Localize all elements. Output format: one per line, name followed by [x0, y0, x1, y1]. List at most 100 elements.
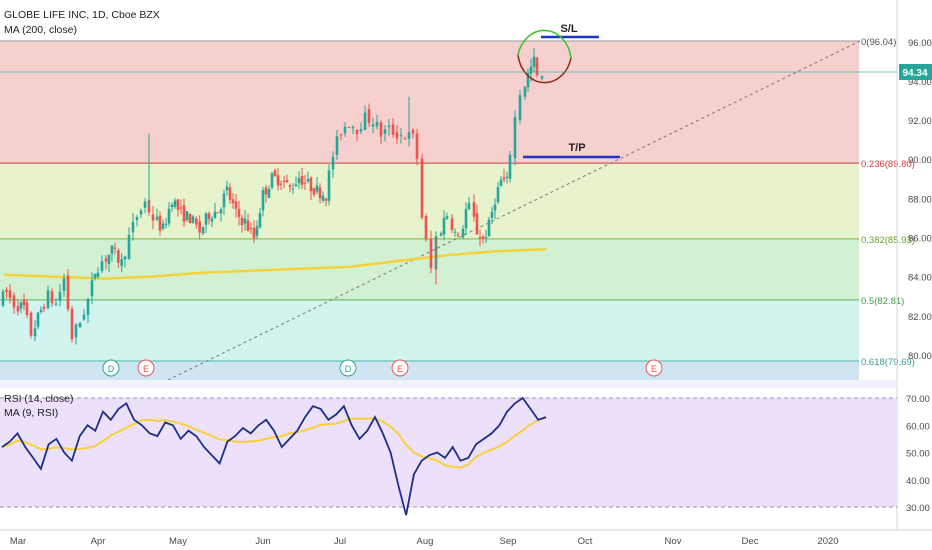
candle-body	[33, 328, 37, 337]
rsi-line	[1, 396, 547, 516]
rsi-axis[interactable]: 30.00 40.00 50.00 60.00 70.00	[906, 394, 930, 514]
dividend-marker[interactable]	[339, 359, 357, 377]
candle-body	[415, 133, 419, 159]
fib-label: 0.618(79.69)	[861, 357, 915, 368]
candle-body	[29, 312, 33, 336]
candle-body	[335, 136, 339, 155]
candle-body	[420, 158, 424, 218]
rsi-ma-legend[interactable]: MA (9, RSI)	[4, 407, 58, 419]
earnings-marker[interactable]	[137, 359, 155, 377]
candle-body	[240, 217, 244, 225]
candle-body	[523, 86, 527, 97]
candle-body	[312, 188, 316, 195]
pane-separator[interactable]	[0, 380, 897, 388]
price-tick-label: 80.00	[908, 351, 932, 362]
candle-body	[327, 170, 331, 201]
candle-body	[343, 126, 347, 134]
candle-body	[487, 219, 491, 237]
price-tick-label: 82.00	[908, 312, 932, 323]
rsi-tick-label: 40.00	[906, 476, 930, 487]
price-tick-label: 86.00	[908, 234, 932, 245]
candle-body	[439, 233, 443, 236]
candle-body	[359, 129, 363, 132]
time-axis[interactable]: Mar Apr May Jun Jul Aug Sep Oct Nov Dec 2020	[10, 536, 839, 547]
candle-body	[395, 132, 399, 139]
candle-body	[22, 299, 26, 306]
price-tick-label: 90.00	[908, 155, 932, 166]
candle-body	[161, 223, 165, 229]
candle-body	[403, 138, 407, 140]
candle-body	[228, 187, 232, 200]
fib-lines: 0(96.04) 0.236(89.80) 0.382(85.93) 0.5(82.8…	[0, 37, 915, 368]
trend-line[interactable]	[167, 40, 861, 381]
candle-body	[151, 214, 155, 221]
candle-body	[496, 187, 500, 203]
candle-body	[288, 185, 292, 188]
candle-body	[252, 227, 256, 239]
candle-body	[243, 218, 247, 224]
candle-body	[207, 213, 211, 220]
candle-body	[315, 185, 319, 192]
marker-letter: E	[143, 364, 149, 374]
time-tick-label: Sep	[500, 536, 517, 547]
fib-label: 0.5(82.81)	[861, 296, 904, 307]
fib-zone	[0, 299, 859, 361]
candle-body	[331, 156, 335, 170]
candle-body	[74, 324, 78, 338]
candle-body	[46, 290, 50, 309]
candle-body	[529, 66, 533, 74]
candle-body	[303, 182, 307, 184]
candle-body	[493, 204, 497, 211]
candle-body	[164, 223, 168, 225]
candle-body	[450, 218, 454, 230]
candle-body	[258, 213, 262, 228]
marker-letter: E	[397, 364, 403, 374]
candle-body	[36, 312, 40, 327]
rsi-tick-label: 60.00	[906, 421, 930, 432]
earnings-marker[interactable]	[645, 359, 663, 377]
candle-body	[306, 179, 310, 182]
time-tick-label: May	[169, 536, 187, 547]
time-tick-label: Nov	[665, 536, 682, 547]
candle-body	[90, 280, 94, 297]
candle-body	[339, 134, 343, 136]
candle-body	[294, 184, 298, 187]
candle-body	[96, 272, 100, 277]
take-profit-label: T/P	[568, 142, 585, 154]
candle-body	[216, 212, 220, 214]
candle-body	[120, 259, 123, 266]
candle-body	[532, 56, 536, 67]
chart-title: GLOBE LIFE INC, 1D, Cboe BZX	[4, 9, 160, 21]
candle-body	[297, 178, 301, 184]
candle-body	[347, 126, 351, 128]
candle-body	[219, 209, 223, 214]
candle-body	[535, 57, 539, 76]
candle-body	[82, 314, 86, 320]
candle-body	[387, 125, 391, 128]
candle-body	[276, 175, 280, 186]
candle-body	[222, 193, 226, 208]
ma-legend[interactable]: MA (200, close)	[4, 24, 77, 36]
candle-body	[93, 273, 97, 279]
fib-label: 0.236(89.80)	[861, 159, 915, 170]
price-tick-label: 92.00	[908, 116, 932, 127]
candle-body	[158, 215, 162, 231]
dividend-marker[interactable]	[102, 359, 120, 377]
candle-body	[379, 122, 383, 137]
price-axis[interactable]: 80.00 82.00 84.00 86.00 88.00 90.00 92.00 94.00…	[908, 38, 932, 362]
time-tick-label: Apr	[91, 536, 106, 547]
candle-body	[58, 291, 62, 301]
price-tick-label: 94.00	[908, 77, 932, 88]
earnings-marker[interactable]	[391, 359, 409, 377]
candle-body	[198, 221, 201, 233]
candle-body	[464, 209, 468, 229]
candle-body	[355, 129, 359, 135]
candle-body	[100, 261, 104, 272]
fib-label: 0(96.04)	[861, 37, 896, 48]
candle-body	[155, 216, 159, 220]
candle-body	[481, 236, 485, 239]
candle-body	[201, 226, 205, 234]
